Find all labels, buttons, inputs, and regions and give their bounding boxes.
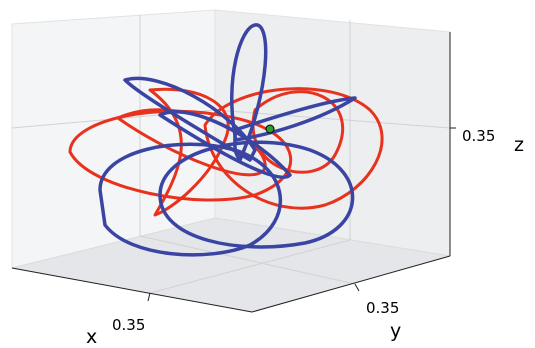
blue-loop-left <box>123 76 257 162</box>
blue-loop-diag <box>158 110 292 179</box>
x-axis-label: x <box>86 326 97 348</box>
y-axis-label: y <box>390 320 401 342</box>
tick-marks <box>147 127 456 302</box>
y-tick-label: 0.35 <box>366 299 399 317</box>
blue-orbit-lower-left <box>98 142 283 257</box>
red-orbit-lobe <box>251 90 344 174</box>
x-tick-label: 0.35 <box>112 316 145 334</box>
z-axis-label: z <box>514 134 524 156</box>
blue-orbit-lower-right <box>158 140 355 249</box>
red-orbit-thin <box>148 87 230 217</box>
axis-lines <box>11 32 451 313</box>
blue-loop-right <box>233 96 357 142</box>
red-orbit-right <box>203 87 384 210</box>
current-position-marker <box>265 124 275 134</box>
z-tick-label: 0.35 <box>462 127 495 145</box>
series-blue <box>98 23 357 257</box>
